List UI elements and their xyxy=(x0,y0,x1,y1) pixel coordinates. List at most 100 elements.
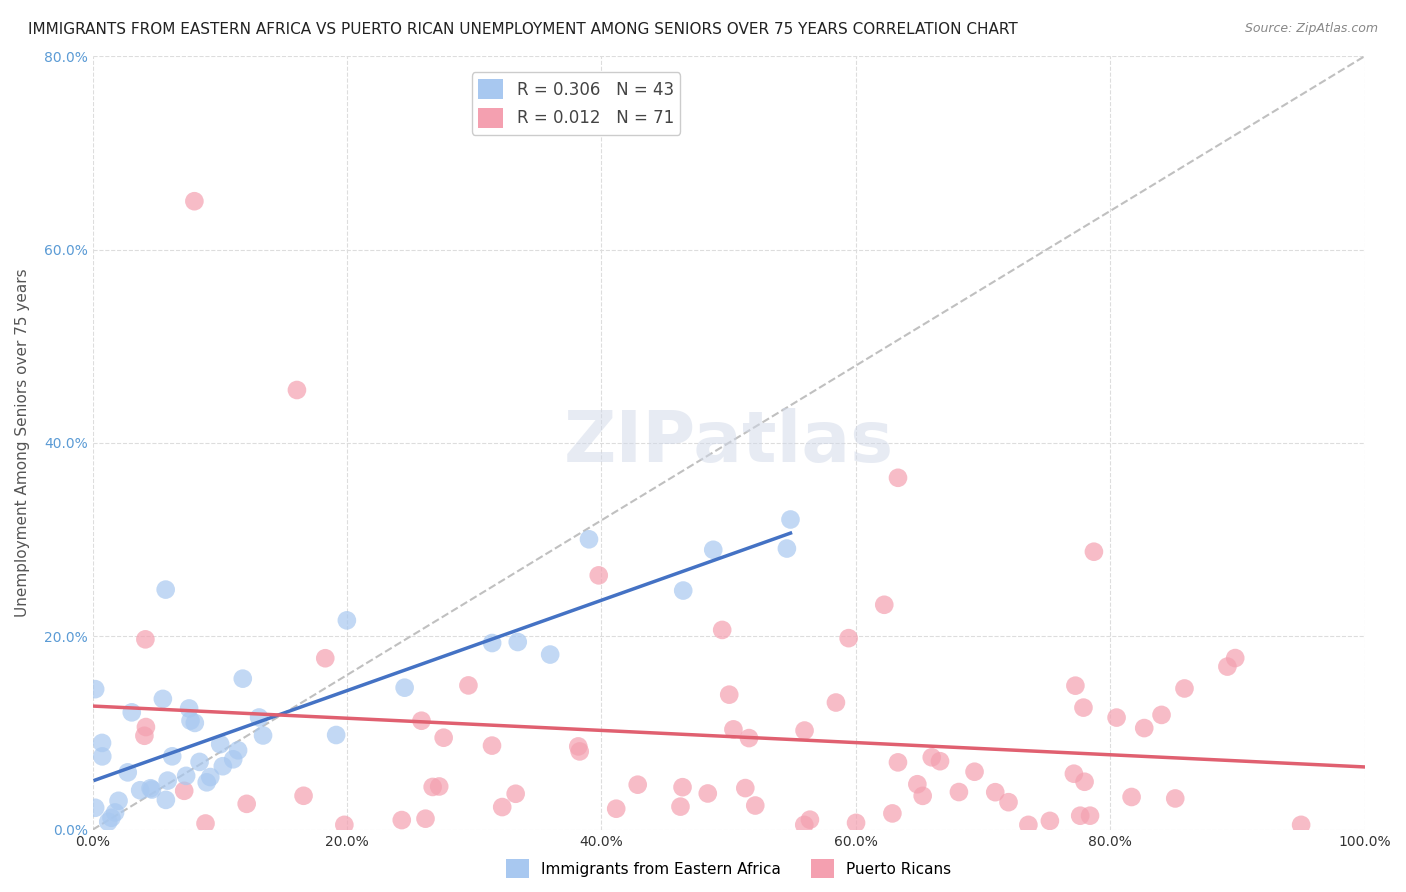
Point xyxy=(91,749,114,764)
Point xyxy=(155,582,177,597)
Point xyxy=(568,744,591,758)
Point xyxy=(173,784,195,798)
Point xyxy=(195,775,218,789)
Point xyxy=(481,636,503,650)
Point xyxy=(1225,651,1247,665)
Point xyxy=(97,814,120,829)
Point xyxy=(1173,681,1195,696)
Point xyxy=(107,794,129,808)
Point xyxy=(538,648,561,662)
Point xyxy=(152,692,174,706)
Point xyxy=(929,754,952,768)
Point xyxy=(1017,818,1039,832)
Point xyxy=(200,770,222,784)
Point xyxy=(247,710,270,724)
Point xyxy=(491,800,513,814)
Point xyxy=(457,678,479,692)
Point xyxy=(734,781,756,796)
Point xyxy=(232,672,254,686)
Point xyxy=(963,764,986,779)
Point xyxy=(1073,774,1095,789)
Point xyxy=(222,752,245,766)
Point xyxy=(672,583,695,598)
Text: IMMIGRANTS FROM EASTERN AFRICA VS PUERTO RICAN UNEMPLOYMENT AMONG SENIORS OVER 7: IMMIGRANTS FROM EASTERN AFRICA VS PUERTO… xyxy=(28,22,1018,37)
Point xyxy=(134,632,156,647)
Point xyxy=(567,739,589,754)
Point xyxy=(139,781,162,796)
Point xyxy=(506,635,529,649)
Point xyxy=(1289,818,1312,832)
Point xyxy=(155,793,177,807)
Point xyxy=(84,682,107,697)
Point xyxy=(481,739,503,753)
Point xyxy=(718,688,741,702)
Point xyxy=(179,714,201,728)
Point xyxy=(1078,808,1101,822)
Point xyxy=(141,782,163,797)
Point xyxy=(882,806,904,821)
Point xyxy=(427,780,450,794)
Point xyxy=(179,701,201,715)
Point xyxy=(799,813,821,827)
Point xyxy=(793,723,815,738)
Text: ZIPatlas: ZIPatlas xyxy=(564,409,894,477)
Point xyxy=(779,512,801,526)
Point xyxy=(825,696,848,710)
Point xyxy=(905,777,928,791)
Point xyxy=(226,743,249,757)
Point xyxy=(744,798,766,813)
Point xyxy=(135,720,157,734)
Point xyxy=(209,737,232,751)
Point xyxy=(873,598,896,612)
Point xyxy=(1069,808,1091,822)
Point xyxy=(627,778,650,792)
Point xyxy=(134,729,156,743)
Point xyxy=(174,769,197,783)
Legend: Immigrants from Eastern Africa, Puerto Ricans: Immigrants from Eastern Africa, Puerto R… xyxy=(499,853,957,884)
Point xyxy=(702,542,724,557)
Point xyxy=(669,799,692,814)
Point xyxy=(336,613,359,627)
Point xyxy=(121,706,143,720)
Point xyxy=(235,797,257,811)
Point xyxy=(104,805,127,820)
Point xyxy=(333,818,356,832)
Point xyxy=(129,783,152,797)
Point xyxy=(948,785,970,799)
Point xyxy=(84,801,107,815)
Point xyxy=(285,383,308,397)
Point xyxy=(984,785,1007,799)
Point xyxy=(887,756,910,770)
Point xyxy=(314,651,336,665)
Point xyxy=(252,729,274,743)
Point xyxy=(1164,791,1187,805)
Point xyxy=(188,755,211,769)
Point xyxy=(1216,659,1239,673)
Point xyxy=(605,802,627,816)
Point xyxy=(845,815,868,830)
Text: Source: ZipAtlas.com: Source: ZipAtlas.com xyxy=(1244,22,1378,36)
Point xyxy=(776,541,799,556)
Point xyxy=(887,471,910,485)
Point xyxy=(292,789,315,803)
Point xyxy=(91,736,114,750)
Point xyxy=(183,194,205,209)
Point xyxy=(433,731,456,745)
Y-axis label: Unemployment Among Seniors over 75 years: Unemployment Among Seniors over 75 years xyxy=(15,268,30,617)
Point xyxy=(1063,766,1085,780)
Point xyxy=(211,759,233,773)
Point xyxy=(505,787,527,801)
Point xyxy=(911,789,934,803)
Point xyxy=(1064,679,1087,693)
Point xyxy=(1039,814,1062,828)
Point xyxy=(160,749,183,764)
Point xyxy=(391,813,413,827)
Point xyxy=(1150,707,1173,722)
Point xyxy=(793,818,815,832)
Point xyxy=(117,765,139,780)
Point xyxy=(325,728,347,742)
Point xyxy=(997,795,1019,809)
Point xyxy=(671,780,693,795)
Point xyxy=(738,731,761,745)
Point xyxy=(1073,700,1095,714)
